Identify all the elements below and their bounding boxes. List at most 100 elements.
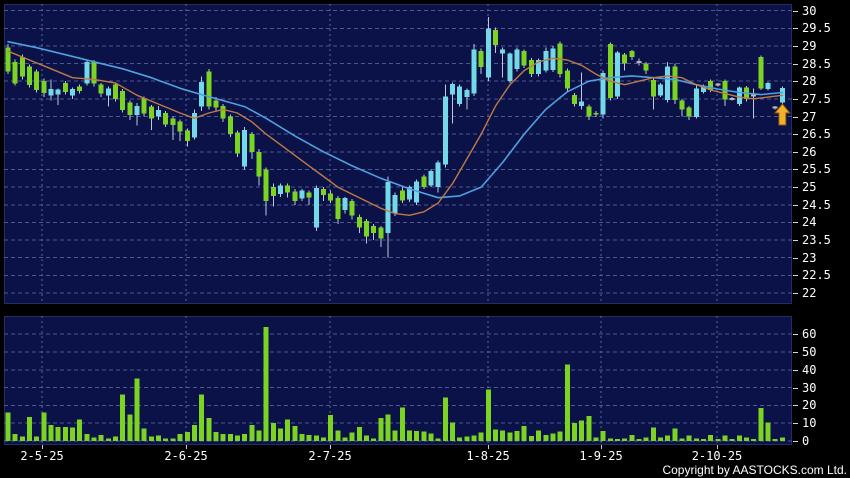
candle bbox=[227, 116, 233, 135]
volume-bar bbox=[485, 389, 491, 441]
price-axis-label: 24 bbox=[802, 215, 817, 230]
ma-slow-line bbox=[7, 40, 784, 199]
price-axis-label: 29 bbox=[802, 38, 817, 53]
volume-bar bbox=[471, 435, 477, 441]
candle bbox=[600, 73, 606, 115]
candle bbox=[105, 88, 111, 96]
candle bbox=[493, 30, 499, 45]
candle bbox=[665, 66, 671, 100]
volume-bar bbox=[528, 436, 534, 441]
volume-bar bbox=[27, 416, 33, 441]
price-tick bbox=[793, 10, 798, 12]
volume-bar bbox=[285, 419, 291, 441]
price-panel[interactable] bbox=[4, 4, 792, 304]
candle bbox=[536, 60, 542, 75]
volume-tick bbox=[793, 387, 798, 389]
volume-tick bbox=[793, 334, 798, 336]
price-tick bbox=[793, 222, 798, 224]
price-axis-label: 27.5 bbox=[802, 91, 831, 106]
volume-bar bbox=[378, 417, 384, 441]
candle bbox=[91, 61, 97, 84]
volume-bar bbox=[751, 439, 757, 441]
candle bbox=[622, 54, 628, 64]
date-tick bbox=[488, 445, 489, 449]
volume-bar bbox=[148, 436, 154, 441]
price-tick bbox=[793, 151, 798, 153]
candle bbox=[586, 106, 592, 117]
candle bbox=[500, 49, 506, 54]
volume-bar bbox=[758, 408, 764, 441]
candle bbox=[435, 162, 441, 188]
date-axis-label: 2-5-25 bbox=[20, 449, 64, 463]
volume-bar bbox=[672, 428, 678, 441]
price-axis-label: 22.5 bbox=[802, 268, 831, 283]
candle bbox=[242, 129, 248, 167]
volume-bar bbox=[414, 431, 420, 441]
volume-bar bbox=[127, 414, 133, 441]
volume-bar bbox=[306, 434, 312, 441]
volume-bar bbox=[84, 433, 90, 441]
volume-bar bbox=[356, 426, 362, 441]
volume-bar bbox=[428, 433, 434, 441]
candle bbox=[693, 88, 699, 118]
candle bbox=[84, 61, 90, 84]
price-tick bbox=[793, 28, 798, 30]
volume-bar bbox=[299, 433, 305, 441]
volume-tick bbox=[793, 441, 798, 442]
volume-bar bbox=[141, 428, 147, 441]
candle bbox=[514, 49, 520, 69]
volume-bar bbox=[399, 407, 405, 441]
volume-bar bbox=[564, 364, 570, 441]
volume-bar bbox=[665, 435, 671, 441]
volume-bar bbox=[607, 438, 613, 441]
candle bbox=[306, 192, 312, 198]
candle bbox=[270, 187, 276, 196]
price-axis-label: 24.5 bbox=[802, 197, 831, 212]
volume-bar bbox=[342, 437, 348, 441]
ma-fast-line bbox=[7, 50, 784, 217]
price-axis-label: 26.5 bbox=[802, 127, 831, 142]
candle bbox=[414, 181, 420, 203]
volume-bar bbox=[385, 414, 391, 441]
volume-bar bbox=[371, 438, 377, 441]
price-tick bbox=[793, 98, 798, 100]
volume-bar bbox=[442, 397, 448, 441]
candle bbox=[48, 88, 54, 96]
volume-tick bbox=[793, 369, 798, 371]
candle bbox=[772, 106, 778, 109]
volume-bar bbox=[277, 428, 283, 441]
volume-bar bbox=[191, 424, 197, 441]
volume-bar bbox=[679, 438, 685, 441]
volume-bar bbox=[320, 437, 326, 441]
volume-bar bbox=[693, 438, 699, 441]
volume-bar bbox=[77, 419, 83, 441]
candle bbox=[399, 190, 405, 201]
up-arrow-icon bbox=[773, 103, 791, 126]
candle bbox=[156, 109, 162, 117]
volume-bar bbox=[19, 436, 25, 441]
volume-bar bbox=[536, 430, 542, 441]
candle bbox=[700, 86, 706, 92]
copyright-text: Copyright by AASTOCKS.com Ltd. bbox=[662, 463, 847, 477]
candle bbox=[564, 70, 570, 89]
candle bbox=[571, 94, 577, 105]
volume-bar bbox=[34, 436, 40, 441]
volume-bar bbox=[736, 435, 742, 441]
candle bbox=[643, 63, 649, 71]
price-tick bbox=[793, 81, 798, 83]
candle bbox=[679, 100, 685, 110]
candle bbox=[299, 190, 305, 199]
volume-bar bbox=[313, 435, 319, 441]
volume-bar bbox=[270, 423, 276, 441]
candle bbox=[371, 225, 377, 233]
volume-bar bbox=[514, 431, 520, 441]
candle bbox=[715, 83, 721, 86]
candle bbox=[593, 112, 599, 115]
volume-axis-label: 30 bbox=[802, 380, 817, 395]
volume-bar bbox=[220, 433, 226, 441]
volume-bar bbox=[643, 437, 649, 441]
candle bbox=[277, 185, 283, 195]
volume-bar bbox=[134, 378, 140, 441]
candle bbox=[421, 176, 427, 188]
